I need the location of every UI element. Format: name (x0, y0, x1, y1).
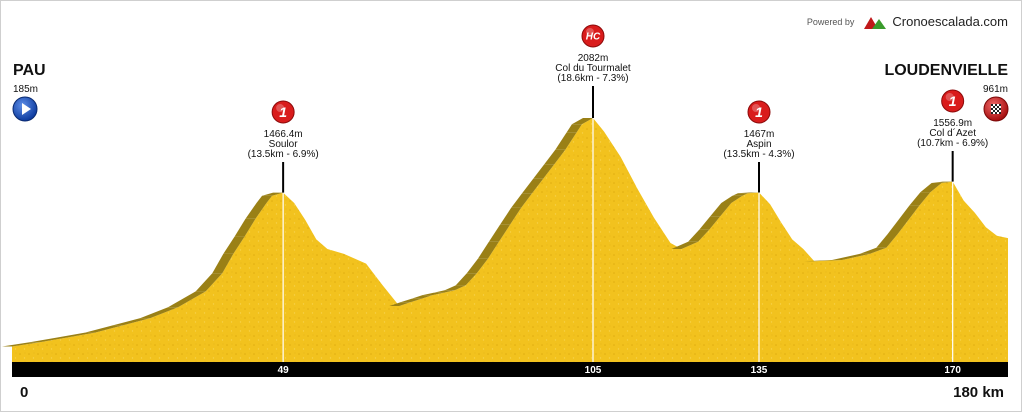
climb-band-segment (488, 224, 510, 242)
mountains-logo-icon (864, 16, 887, 29)
climb-band-segment (710, 203, 732, 217)
climb-band-segment (876, 234, 898, 248)
x-tick-label: 105 (585, 365, 602, 376)
climb-band-segment (721, 195, 743, 203)
climb-band-segment (2, 342, 40, 347)
climb-band-segment (400, 298, 422, 303)
climb-band-segment (262, 192, 284, 196)
climb-band-segment (887, 220, 909, 235)
category-label: HC (586, 32, 601, 43)
climb-band-segment (195, 273, 223, 292)
category-label: 1 (755, 104, 763, 120)
powered-by-label: Powered by (806, 16, 855, 27)
category-label: 1 (949, 93, 957, 109)
summit-altitude: 2082m (578, 53, 609, 64)
summit-details: (18.6km - 7.3%) (557, 73, 628, 84)
climb-band-segment (804, 260, 842, 262)
climb-band-segment (533, 164, 555, 179)
summit-name: Col d´Azet (929, 127, 976, 139)
summit-details: (10.7km - 6.9%) (917, 138, 988, 149)
climb-band-segment (256, 195, 273, 203)
category-badge-icon (941, 89, 965, 113)
start-name: PAU (13, 62, 46, 79)
climb-band-segment (859, 247, 887, 254)
summit-altitude: 1467m (744, 129, 775, 140)
checkered-flag-icon (983, 96, 1009, 122)
summit-name: Soulor (269, 139, 299, 150)
climb-band-segment (212, 253, 234, 274)
climb-band-segment (937, 181, 953, 183)
badge-shine (752, 104, 760, 112)
climb-band-segment (898, 205, 920, 220)
x-tick-label: 49 (278, 365, 290, 376)
summit-details: (13.5km - 4.3%) (723, 149, 794, 160)
climb-band-segment (245, 203, 267, 219)
profile-area (12, 118, 1008, 362)
summit-name: Col du Tourmalet (555, 63, 631, 74)
climb-band-segment (422, 292, 444, 296)
category-badge-icon (581, 24, 605, 48)
climb-band-segment (234, 218, 256, 237)
x-tick-label: 170 (944, 365, 961, 376)
climb-band-segment (29, 337, 68, 343)
climb-band-segment (699, 216, 721, 230)
climb-band-segment (389, 302, 411, 306)
start-altitude: 185m (13, 84, 39, 95)
climb-band-segment (522, 178, 544, 194)
finish-name: LOUDENVIELLE (884, 62, 1008, 79)
category-badge-icon (747, 100, 771, 124)
climb-band-segment (544, 149, 566, 165)
climb-band-segment (85, 325, 123, 333)
climb-band-segment (732, 193, 748, 196)
brand[interactable]: Powered by Cronoescalada.com (807, 14, 1008, 29)
climb-band-segment (555, 132, 577, 150)
climb-band-segment (168, 291, 206, 308)
climb-band-segment (920, 183, 942, 193)
climb-band-segment (112, 318, 151, 326)
climb-band-segment (477, 241, 499, 259)
climb-band-segment (466, 258, 488, 274)
finish-altitude: 961m (982, 84, 1008, 95)
category-label: 1 (279, 104, 287, 120)
distance-axis-bar (12, 362, 1008, 377)
climb-band-segment (688, 229, 710, 242)
climb-band-segment (737, 192, 759, 194)
axis-start-label: 0 (20, 384, 29, 401)
summit-name: Aspin (746, 139, 771, 150)
climb-band-segment (832, 253, 870, 260)
climb-band-segment (57, 332, 95, 338)
climb-band-segment (671, 241, 699, 249)
badge-shine (945, 93, 954, 101)
climb-band-segment (566, 124, 582, 133)
climb-band-segment (909, 192, 931, 206)
x-tick-label: 135 (751, 365, 768, 376)
climb-band-segment (433, 290, 455, 293)
badge-shine (276, 104, 285, 112)
climb-band-segment (140, 307, 178, 319)
climb-band-segment (571, 118, 593, 125)
play-icon (12, 96, 38, 122)
climb-band-segment (500, 207, 522, 225)
summit-altitude: 1466.4m (264, 129, 303, 140)
climb-band-segment (411, 295, 433, 299)
climb-band-segment (511, 193, 533, 208)
badge-shine (586, 28, 594, 36)
climb-band-segment (444, 285, 466, 291)
climb-band-segment (223, 236, 245, 254)
brand-name: Cronoescalada.com (892, 14, 1008, 29)
summit-details: (13.5km - 6.9%) (248, 149, 319, 160)
summit-altitude: 1556.9m (933, 118, 972, 129)
category-badge-icon (271, 100, 295, 124)
axis-end-label: 180 km (953, 384, 1004, 401)
climb-band-segment (931, 182, 948, 183)
climb-band-segment (455, 273, 477, 286)
